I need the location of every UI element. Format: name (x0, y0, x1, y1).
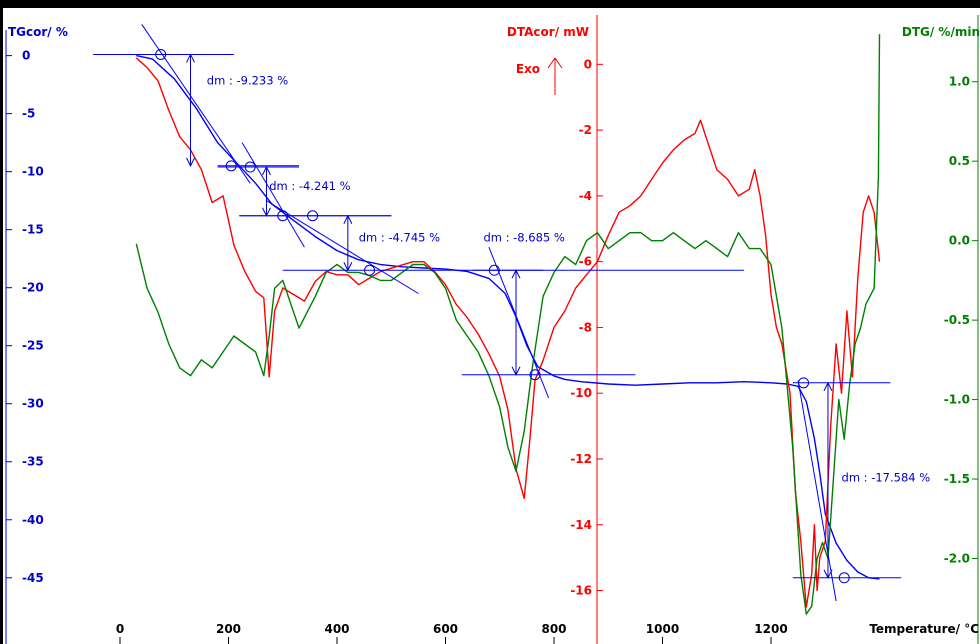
dtg-tick-label: -1.0 (944, 393, 970, 407)
tg-tick-label: 0 (22, 49, 30, 63)
tg-tick-label: -5 (22, 107, 35, 121)
dm-arrow-head-bottom (511, 366, 521, 376)
dm-arrow-head-bottom (262, 207, 271, 217)
tg-tick-label: -35 (22, 455, 44, 469)
dta-tick-label: -12 (570, 452, 592, 466)
dta-tick-label: -4 (579, 189, 592, 203)
dm-annotation: dm : -9.233 % (207, 74, 288, 88)
tg-tick-label: -40 (22, 513, 44, 527)
x-tick-label: 1200 (754, 622, 787, 636)
dtg-tick-label: -2.0 (944, 551, 970, 565)
tangent-marker (277, 210, 289, 222)
dtg-axis-title: DTG/ %/min (902, 25, 980, 39)
dm-arrow-head-top (262, 165, 271, 176)
dtg-tick-label: 0.0 (949, 234, 970, 248)
dtg-tick-label: 1.0 (949, 75, 970, 89)
x-tick-label: 1000 (646, 622, 679, 636)
series-tangent-1c (141, 24, 251, 184)
dm-arrow-head-bottom (343, 262, 353, 272)
tg-tick-label: -15 (22, 223, 44, 237)
dta-tick-label: -14 (570, 518, 592, 532)
series-dtacor-line (135, 57, 881, 608)
dta-tick-label: 0 (584, 57, 592, 71)
tangent-marker (225, 160, 237, 172)
series-tangent-2c (241, 142, 305, 248)
x-tick-label: 600 (433, 622, 458, 636)
dm-arrow-head-top (343, 214, 353, 224)
dtg-tick-label: -0.5 (944, 313, 970, 327)
dta-tick-label: -2 (579, 123, 592, 137)
tg-tick-label: -10 (22, 165, 44, 179)
dtg-tick-label: 0.5 (949, 154, 970, 168)
tangent-marker (838, 572, 850, 584)
tg-tick-label: -30 (22, 397, 44, 411)
dta-axis-title: DTAcor/ mW (507, 25, 589, 39)
dta-tick-label: -8 (579, 320, 592, 334)
tangent-marker (155, 48, 167, 60)
dm-annotation: dm : -4.745 % (359, 230, 440, 244)
dm-annotation: dm : -4.241 % (269, 179, 350, 193)
dta-tick-label: -6 (579, 255, 592, 269)
dm-arrow-head-bottom (823, 569, 833, 579)
series-tangent-5c (797, 380, 837, 602)
x-tick-label: 800 (541, 622, 566, 636)
tg-tick-label: -25 (22, 339, 44, 353)
tg-tick-label: -20 (22, 281, 44, 295)
dtg-tick-label: -1.5 (944, 472, 970, 486)
series-dtg-line (135, 34, 881, 615)
dm-arrow-head-top (186, 53, 195, 63)
tangent-marker (798, 377, 810, 389)
plot-background (3, 8, 980, 644)
dm-annotation: dm : -8.685 % (483, 230, 564, 244)
exo-label: Exo (516, 62, 540, 76)
dm-arrow-head-top (511, 269, 521, 279)
dm-arrow-head-bottom (186, 157, 195, 167)
exo-arrow-icon (547, 57, 563, 69)
series-tangent-3c (266, 200, 419, 294)
x-tick-label: 400 (324, 622, 349, 636)
tangent-marker (529, 369, 541, 381)
tangent-marker (488, 264, 500, 276)
tg-axis-title: TGcor/ % (8, 25, 68, 39)
x-tick-label: 200 (216, 622, 241, 636)
tg-tick-label: -45 (22, 571, 44, 585)
dta-tick-label: -10 (570, 386, 592, 400)
tangent-marker (307, 210, 319, 222)
dm-annotation: dm : -17.584 % (842, 470, 931, 484)
x-tick-label: 0 (116, 622, 124, 636)
tangent-marker (244, 161, 256, 173)
dm-arrow-head-top (823, 381, 833, 392)
x-axis-title: Temperature/ °C (869, 622, 979, 636)
tangent-marker (364, 264, 376, 276)
dta-tick-label: -16 (570, 584, 592, 598)
